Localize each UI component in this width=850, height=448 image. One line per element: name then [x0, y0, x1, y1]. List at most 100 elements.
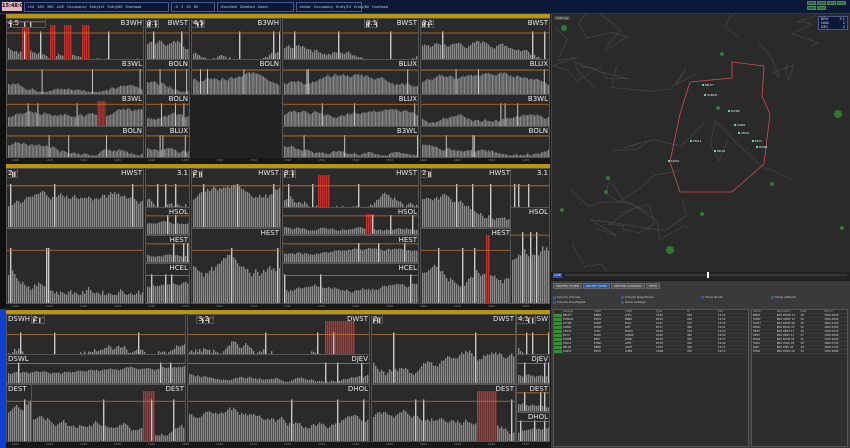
table-row[interactable]: BEL9X EBBR LSZH A320 300 16:11 [554, 346, 748, 350]
column-header[interactable]: ETO [718, 310, 724, 313]
layout-group[interactable]: Overview Detailed Zoom [217, 2, 294, 12]
window-button[interactable] [827, 1, 836, 5]
checkbox-box[interactable] [553, 295, 556, 299]
sector-chart-panel[interactable]: BOLN [145, 94, 190, 127]
sector-chart-panel[interactable]: DHOL [516, 412, 550, 442]
sector-chart-panel[interactable]: DSWL [6, 354, 186, 384]
table-row[interactable]: TRA12 EHRD LPFR B738 340 16:09 [554, 342, 748, 346]
sector-chart-panel[interactable]: BOLN [191, 59, 281, 95]
sector-chart-panel[interactable] [6, 228, 144, 304]
table-row[interactable]: BOLN REG BOLN 02 31 1530-1630 [752, 338, 847, 342]
column-header[interactable]: Sector [753, 310, 762, 313]
sector-chart-panel[interactable]: HEST [282, 235, 419, 263]
filter-checkbox[interactable]: Show Callsign [621, 300, 646, 304]
table-row[interactable]: RYR88 EBCI LEMD B738 390 16:07 [554, 338, 748, 342]
sector-chart-panel[interactable]: BLUX [145, 126, 190, 158]
checkbox-box[interactable] [701, 295, 704, 299]
sector-chart-panel[interactable]: BLUX [282, 94, 419, 127]
sector-chart-panel[interactable]: B3WL [420, 94, 550, 127]
traffic-map[interactable]: BEL7H HAN321 DLH9K KLM61 AFR22 EZY4 RYR88 TRA12… [551, 14, 850, 280]
filter-tab[interactable]: SECTOR CONTROL [610, 283, 645, 289]
sector-chart-panel[interactable]: 4.5 [191, 18, 205, 28]
column-header[interactable]: FL [687, 310, 690, 313]
sector-chart-panel[interactable]: HCEL [282, 263, 419, 304]
time-offset-option-0[interactable]: -5 [174, 5, 179, 9]
view-mode-option-6[interactable]: Entry/60 [107, 5, 123, 9]
sector-chart-panel[interactable]: HWST [420, 168, 512, 228]
time-offset-option-1[interactable]: 3 [181, 5, 184, 9]
sector-chart-panel[interactable]: HEST [191, 228, 281, 304]
time-offset-option-3[interactable]: 60 [193, 5, 199, 9]
layout-option-2[interactable]: Zoom [257, 5, 268, 9]
layout-option-0[interactable]: Overview [220, 5, 237, 9]
table-row[interactable]: HEST REG HEST 07 29 1430-1530 [752, 330, 847, 334]
metric-option-2[interactable]: Entry/15 [336, 5, 352, 9]
metric-option-1[interactable]: Occupancy [313, 5, 334, 9]
live-button[interactable]: LIVE [553, 273, 562, 278]
column-header[interactable]: Callsign [563, 310, 574, 313]
table-row[interactable]: KLM61 EHAM LIRF B737 380 16:01 [554, 326, 748, 330]
sector-chart-panel[interactable]: 2 [191, 168, 203, 178]
checkbox-box[interactable] [621, 295, 624, 299]
column-header[interactable]: Regulation [776, 310, 791, 313]
table-row[interactable]: DLH9K EDDF EGLL A321 370 15:58 [554, 322, 748, 326]
sector-chart-panel[interactable]: HSOL [145, 207, 190, 235]
sector-chart-panel[interactable]: DJEV [187, 354, 370, 384]
window-button[interactable] [837, 1, 846, 5]
layout-option-1[interactable]: Detailed [239, 5, 255, 9]
table-row[interactable]: DJEV REG DJEV 04 28 1630-1730 [752, 346, 847, 350]
metric-option-4[interactable]: Overload [372, 5, 388, 9]
column-header[interactable]: Period [824, 310, 833, 313]
sector-chart-panel[interactable]: HWST [191, 168, 281, 228]
window-button[interactable] [817, 6, 826, 10]
table-row[interactable]: BEL7H EBBR LFPG A320 350 15:52 [554, 314, 748, 318]
sector-chart-panel[interactable]: BOLN [420, 126, 550, 158]
sector-chart-panel[interactable]: 2 [6, 168, 18, 178]
sector-chart-panel[interactable]: 3.1 [145, 18, 159, 28]
filter-checkbox[interactable]: Show Altitude [771, 295, 796, 299]
view-mode-option-0[interactable]: 120 [27, 5, 35, 9]
checkbox-box[interactable] [553, 300, 556, 304]
sector-chart-panel[interactable]: DEST [31, 384, 186, 442]
table-row[interactable]: DHOL REG DHOL 09 33 1700-1800 [752, 350, 847, 354]
sector-chart-panel[interactable]: DEST [371, 384, 516, 442]
column-header[interactable]: ADES [625, 310, 633, 313]
metric-option-3[interactable]: Entry/60 [354, 5, 370, 9]
sector-chart-panel[interactable]: 2 [371, 314, 383, 324]
sector-chart-panel[interactable]: B3WL [6, 59, 144, 95]
sector-chart-panel[interactable]: HCEL [145, 263, 190, 304]
map-timeline[interactable]: LIVE [551, 272, 850, 280]
column-header[interactable]: Rate [800, 310, 807, 313]
map-settings-tab[interactable]: Settings [554, 16, 571, 20]
sector-chart-panel[interactable]: HWST [6, 168, 144, 228]
filter-tab[interactable]: ROUTE FILTER [582, 283, 610, 289]
regulation-table[interactable]: Sector Regulation Rate Period BWST REG B3WH 1… [751, 309, 848, 447]
table-row[interactable]: B3WL REG B3WL 03 32 1400-1500 [752, 326, 847, 330]
filter-checkbox[interactable]: Show Route [701, 295, 723, 299]
table-row[interactable]: EZY4 EGKK LOWW A320 360 16:05 [554, 334, 748, 338]
sector-chart-panel[interactable]: HSOL [282, 207, 419, 235]
sector-chart-panel[interactable]: DHOL [187, 384, 370, 442]
sector-chart-panel[interactable]: BLUX [420, 59, 550, 95]
window-button[interactable] [807, 6, 816, 10]
sector-chart-panel[interactable]: DWST [371, 314, 516, 384]
checkbox-box[interactable] [621, 300, 624, 304]
sector-chart-panel[interactable]: 3.1 [420, 18, 434, 28]
sector-chart-panel[interactable]: DJEV [516, 354, 550, 384]
view-mode-option-7[interactable]: Overload [125, 5, 142, 9]
sector-chart-panel[interactable]: BOLN [145, 59, 190, 95]
window-button[interactable] [807, 1, 816, 5]
table-row[interactable]: HSOL REG HSOL 05 30 1600-1700 [752, 342, 847, 346]
filter-checkbox[interactable]: Include Arrivals [553, 295, 580, 299]
metric-option-0[interactable]: Sector [299, 5, 311, 9]
view-mode-option-3[interactable]: LIVE [56, 5, 65, 9]
sector-chart-panel[interactable]: 2 [420, 168, 432, 178]
checkbox-box[interactable] [771, 295, 774, 299]
flight-table[interactable]: Callsign ADEP ADES Type FL ETO BEL7H EBBR LFPG A3… [553, 309, 749, 447]
table-row[interactable]: DWST REG DWST 08 26 1600-1700 [752, 322, 847, 326]
sector-chart-panel[interactable]: 4.5 [6, 18, 46, 28]
sector-chart-panel[interactable]: HEST [145, 235, 190, 263]
view-mode-option-1[interactable]: 180 [37, 5, 44, 9]
sector-chart-panel[interactable]: DEST [516, 384, 550, 412]
filter-tab[interactable]: TRAFFIC FILTER [553, 283, 582, 289]
